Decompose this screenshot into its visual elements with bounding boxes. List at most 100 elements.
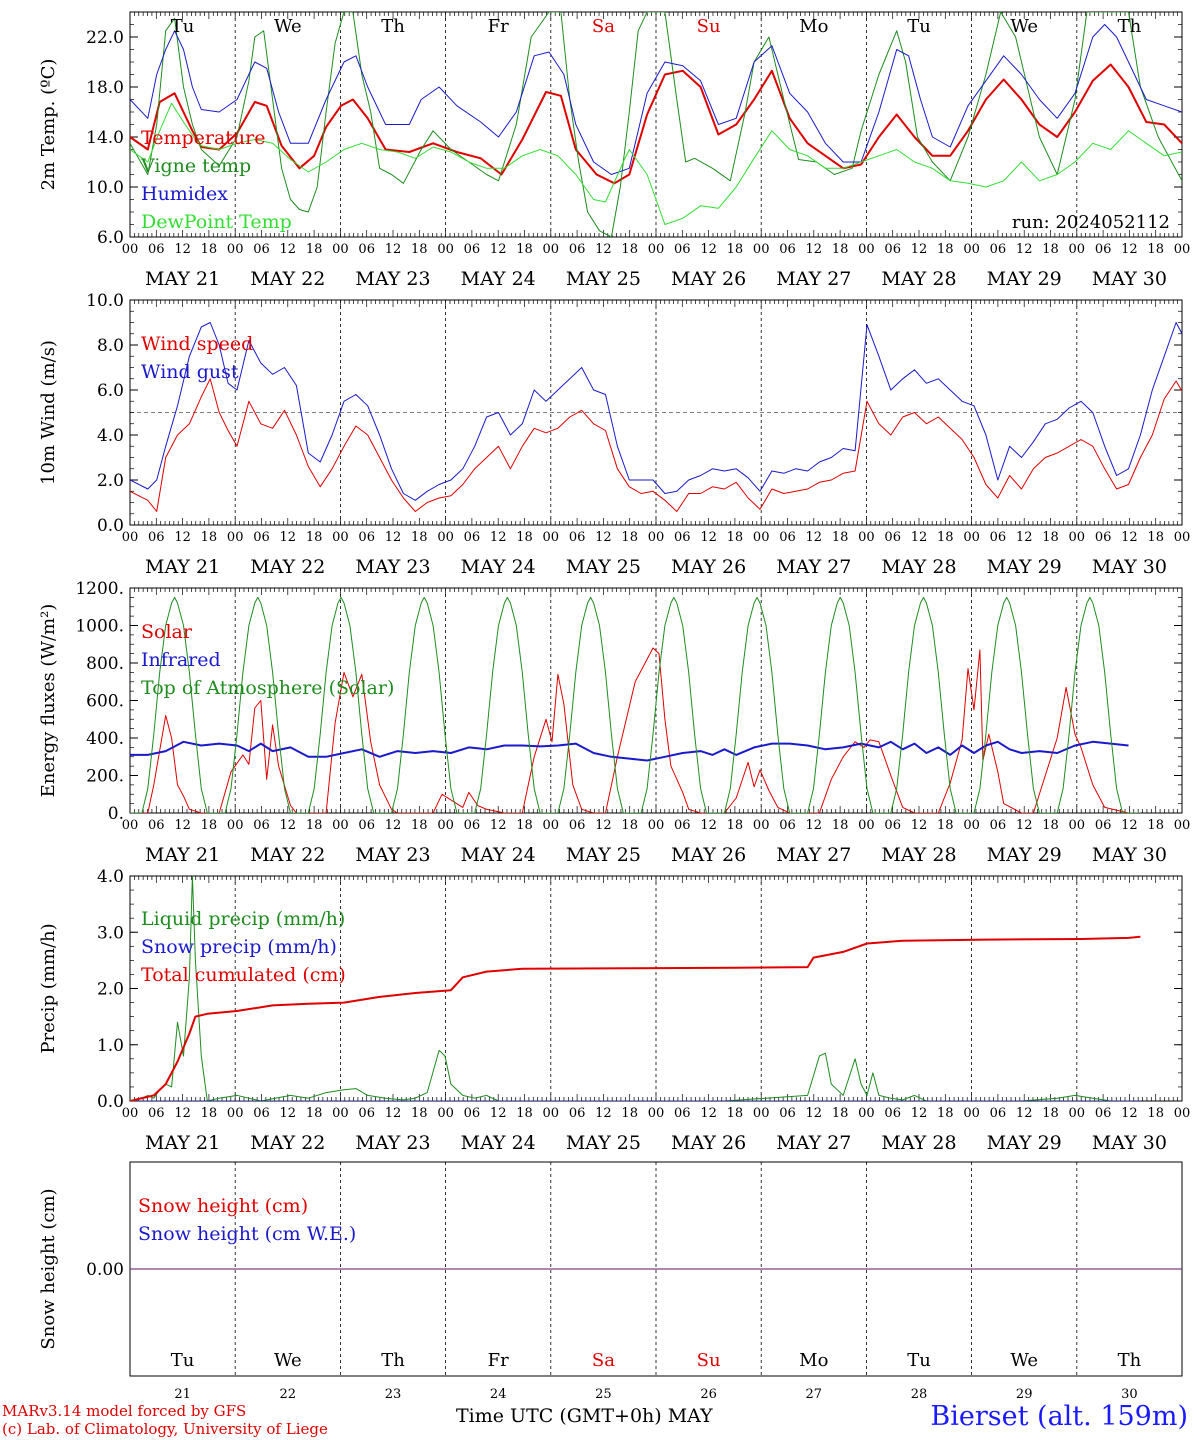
y-axis-label: 2m Temp. (ºC)	[38, 59, 59, 191]
day-number-label: 24	[490, 1387, 507, 1402]
precip-panel: 0.0 1.0 2.0 3.0 4.0 Precip (mm/h) Liquid preci…	[38, 867, 1190, 1154]
date-label: MAY 27	[776, 556, 851, 578]
date-label: MAY 28	[881, 268, 956, 290]
hour-tick-label: 00	[227, 818, 244, 833]
hour-tick-label: 18	[1147, 1106, 1164, 1121]
hour-tick-label: 18	[937, 242, 954, 257]
hour-tick-label: 06	[253, 818, 270, 833]
legend-entry: Humidex	[141, 183, 228, 205]
day-abbr-label: We	[274, 16, 302, 37]
date-label: MAY 23	[355, 556, 430, 578]
temperature-panel: 6.0 10.0 14.0 18.0 22.0 2m Temp. (ºC) Temperat…	[38, 11, 1190, 290]
hour-tick-label: 06	[1095, 818, 1112, 833]
hour-tick-label: 18	[411, 530, 428, 545]
hour-tick-label: 18	[411, 242, 428, 257]
hour-tick-label: 06	[779, 1106, 796, 1121]
date-label: MAY 29	[987, 268, 1062, 290]
hour-tick-label: 06	[253, 1106, 270, 1121]
hour-tick-label: 00	[543, 818, 560, 833]
hour-tick-label: 00	[648, 530, 665, 545]
hour-tick-label: 12	[700, 242, 717, 257]
hour-tick-label: 06	[464, 1106, 481, 1121]
date-label: MAY 27	[776, 1132, 851, 1154]
day-abbr-label: Th	[381, 1350, 405, 1371]
date-label: MAY 25	[566, 556, 641, 578]
y-tick-label: 1200.	[75, 579, 124, 599]
hour-tick-label: 18	[937, 818, 954, 833]
series-line	[130, 63, 1182, 185]
hour-tick-label: 12	[280, 1106, 297, 1121]
hour-tick-label: 06	[253, 530, 270, 545]
y-tick-label: 10.0	[86, 291, 124, 311]
hour-tick-label: 06	[358, 1106, 375, 1121]
hour-tick-label: 06	[358, 818, 375, 833]
hour-tick-label: 06	[148, 530, 165, 545]
hour-tick-label: 18	[727, 242, 744, 257]
hour-tick-label: 00	[332, 530, 349, 545]
hour-tick-label: 06	[1095, 242, 1112, 257]
hour-tick-label: 12	[1016, 530, 1033, 545]
date-label: MAY 30	[1092, 844, 1167, 866]
hour-tick-label: 06	[674, 242, 691, 257]
hour-tick-label: 12	[806, 242, 823, 257]
hour-tick-label: 12	[595, 242, 612, 257]
hour-tick-label: 06	[779, 242, 796, 257]
date-label: MAY 24	[461, 556, 536, 578]
hour-tick-label: 12	[174, 242, 191, 257]
model-credit: MARv3.14 model forced by GFS	[2, 1402, 247, 1420]
hour-tick-label: 18	[1042, 818, 1059, 833]
hour-tick-label: 00	[963, 818, 980, 833]
day-abbr-label: Tu	[907, 16, 931, 37]
hour-tick-label: 12	[911, 530, 928, 545]
hour-tick-label: 12	[490, 818, 507, 833]
hour-tick-label: 18	[937, 530, 954, 545]
hour-tick-label: 00	[1174, 818, 1191, 833]
hour-tick-label: 06	[569, 242, 586, 257]
hour-tick-label: 00	[543, 1106, 560, 1121]
hour-tick-label: 00	[1174, 1106, 1191, 1121]
day-abbr-label: Th	[1118, 16, 1142, 37]
hour-tick-label: 00	[858, 818, 875, 833]
day-number-label: 23	[385, 1387, 402, 1402]
hour-tick-label: 12	[700, 530, 717, 545]
date-label: MAY 27	[776, 268, 851, 290]
hour-tick-label: 00	[437, 530, 454, 545]
hour-tick-label: 06	[990, 530, 1007, 545]
snow-height-panel: 0.00 Snow height (cm) Snow height (cm) Snow…	[38, 1161, 1183, 1402]
date-label: MAY 28	[881, 1132, 956, 1154]
date-label: MAY 23	[355, 1132, 430, 1154]
series-line	[130, 12, 1182, 237]
day-number-label: 26	[700, 1387, 717, 1402]
hour-tick-label: 18	[411, 818, 428, 833]
hour-tick-label: 12	[174, 818, 191, 833]
hour-tick-label: 00	[227, 530, 244, 545]
y-tick-label: 18.0	[86, 78, 124, 98]
y-tick-label: 4.0	[97, 867, 124, 887]
hour-tick-label: 00	[753, 818, 770, 833]
date-label: MAY 29	[987, 844, 1062, 866]
series-line	[130, 102, 1182, 225]
hour-tick-label: 12	[806, 530, 823, 545]
hour-tick-label: 18	[201, 530, 218, 545]
hour-tick-label: 06	[148, 242, 165, 257]
hour-tick-label: 18	[516, 242, 533, 257]
hour-tick-label: 06	[674, 530, 691, 545]
hour-tick-label: 18	[1042, 1106, 1059, 1121]
y-tick-label: 4.0	[97, 426, 124, 446]
hour-tick-label: 18	[411, 1106, 428, 1121]
hour-tick-label: 18	[306, 242, 323, 257]
hour-tick-label: 06	[779, 530, 796, 545]
date-label: MAY 22	[250, 1132, 325, 1154]
y-tick-label: 200.	[86, 767, 124, 787]
date-label: MAY 22	[250, 268, 325, 290]
hour-tick-label: 12	[490, 530, 507, 545]
day-abbr-label: Su	[697, 16, 721, 37]
hour-tick-label: 00	[122, 1106, 139, 1121]
hour-tick-label: 06	[358, 242, 375, 257]
hour-tick-label: 12	[595, 1106, 612, 1121]
hour-tick-label: 18	[306, 530, 323, 545]
hour-tick-label: 06	[148, 818, 165, 833]
hour-tick-label: 12	[595, 530, 612, 545]
date-label: MAY 30	[1092, 268, 1167, 290]
hour-tick-label: 06	[990, 242, 1007, 257]
